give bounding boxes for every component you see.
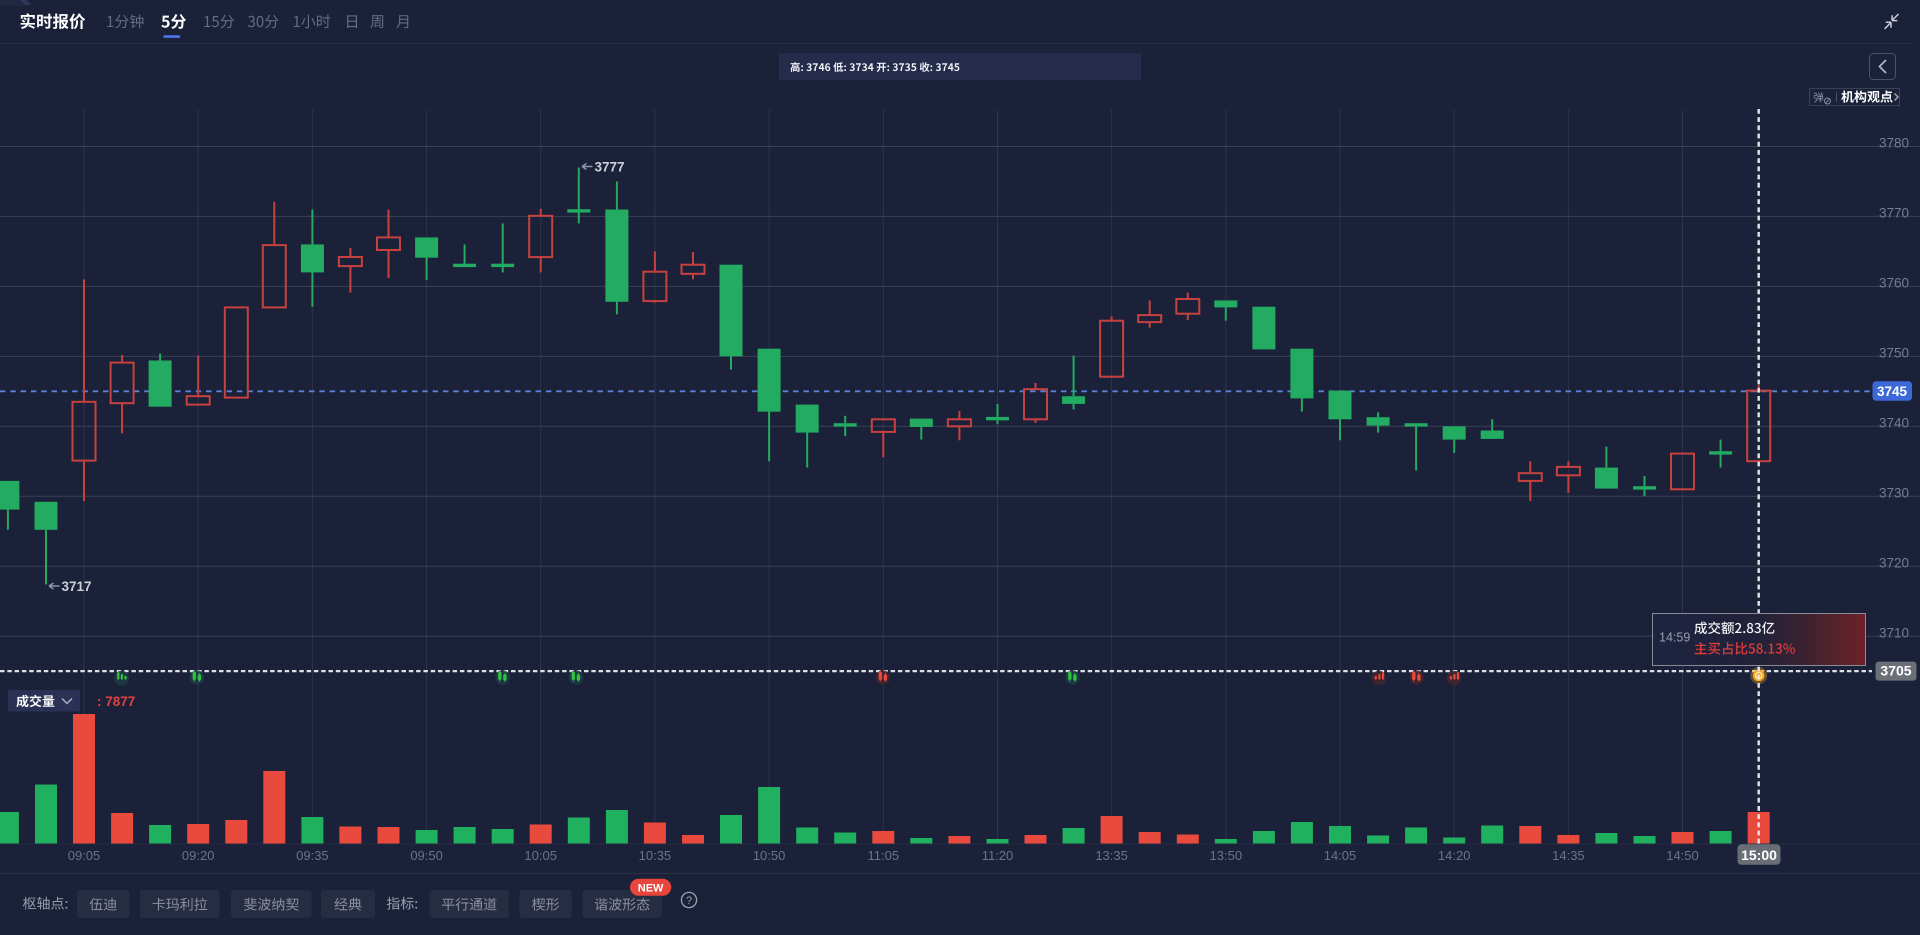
svg-text:13:50: 13:50 — [1210, 848, 1243, 863]
svg-text:09:20: 09:20 — [182, 848, 215, 863]
svg-text:3770: 3770 — [1879, 206, 1909, 221]
svg-text:09:35: 09:35 — [296, 848, 329, 863]
svg-text:3745: 3745 — [1877, 384, 1908, 399]
svg-text:15:00: 15:00 — [1741, 847, 1777, 863]
svg-text:3750: 3750 — [1879, 346, 1909, 361]
svg-text:10:50: 10:50 — [753, 848, 786, 863]
svg-text:10:35: 10:35 — [639, 848, 672, 863]
svg-text:3710: 3710 — [1879, 625, 1909, 640]
svg-text:3780: 3780 — [1879, 136, 1909, 151]
svg-text:3777: 3777 — [595, 159, 625, 174]
svg-text:?: ? — [686, 895, 692, 907]
svg-text:09:05: 09:05 — [68, 848, 101, 863]
svg-text:3717: 3717 — [62, 579, 92, 594]
svg-text:10:05: 10:05 — [524, 848, 557, 863]
svg-text:3705: 3705 — [1880, 663, 1911, 679]
svg-text:11:20: 11:20 — [982, 848, 1014, 863]
svg-text:3760: 3760 — [1879, 276, 1909, 291]
svg-text:3720: 3720 — [1879, 555, 1909, 570]
svg-text:3730: 3730 — [1879, 485, 1909, 500]
svg-text:11:05: 11:05 — [868, 848, 900, 863]
svg-text:14:05: 14:05 — [1324, 848, 1357, 863]
svg-text:14:59: 14:59 — [1659, 631, 1690, 645]
svg-text:14:35: 14:35 — [1552, 848, 1585, 863]
svg-text:14:20: 14:20 — [1438, 848, 1471, 863]
svg-text:14:50: 14:50 — [1666, 848, 1699, 863]
svg-text:NEW: NEW — [638, 882, 664, 894]
svg-text:: 7877: : 7877 — [97, 694, 135, 709]
svg-text:09:50: 09:50 — [410, 848, 443, 863]
svg-text:13:35: 13:35 — [1095, 848, 1128, 863]
svg-text:3740: 3740 — [1879, 416, 1909, 431]
